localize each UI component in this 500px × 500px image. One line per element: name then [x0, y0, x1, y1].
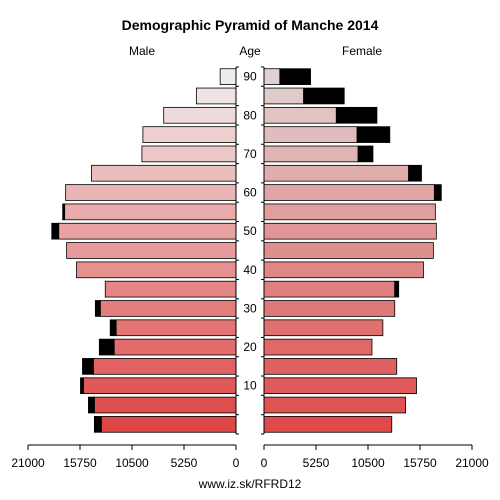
female-excess-75-79	[356, 126, 391, 143]
female-bar-50-54	[263, 222, 437, 240]
male-bar-35-39	[104, 280, 237, 298]
male-bar-45-49	[66, 242, 237, 259]
female-bar-90+	[263, 68, 281, 85]
male-bar-50-54	[58, 222, 237, 240]
male-x-tick-label: 15750	[63, 456, 97, 470]
female-bar-30-34	[263, 300, 396, 317]
female-x-tick-label: 10500	[351, 456, 385, 470]
female-x-tick-label: 21000	[455, 456, 489, 470]
male-bar-65-69	[90, 164, 237, 182]
male-x-tick-label: 0	[233, 456, 240, 470]
female-excess-60-64	[433, 184, 442, 201]
male-bar-5-9	[93, 396, 237, 414]
female-bar-75-79	[263, 126, 358, 143]
female-x-tick-label: 5250	[303, 456, 330, 470]
male-bar-0-4	[100, 416, 237, 433]
male-excess-55-59	[62, 203, 66, 221]
male-excess-0-4	[93, 416, 102, 433]
female-bar-55-59	[263, 203, 436, 221]
male-excess-50-54	[51, 222, 60, 240]
female-excess-65-69	[408, 164, 422, 182]
male-bars	[51, 68, 237, 433]
male-bar-60-64	[65, 184, 237, 201]
female-bar-25-29	[263, 319, 384, 337]
male-x-tick-label: 21000	[11, 456, 45, 470]
female-excess-85-89	[303, 87, 345, 105]
female-bar-85-89	[263, 87, 305, 105]
age-tick-label: 80	[243, 108, 257, 122]
age-label: Age	[239, 44, 261, 58]
male-bar-55-59	[64, 203, 237, 221]
male-bar-25-29	[115, 319, 237, 337]
male-bar-40-44	[76, 261, 237, 279]
age-tick-label: 70	[243, 147, 257, 161]
male-x-tick-label: 5250	[171, 456, 198, 470]
female-bar-5-9	[263, 396, 407, 414]
age-tick-label: 20	[243, 340, 257, 354]
male-bar-70-74	[141, 145, 237, 163]
male-bar-15-19	[92, 358, 237, 375]
male-excess-25-29	[109, 319, 117, 337]
age-tick-label: 40	[243, 263, 257, 277]
male-bar-10-14	[83, 377, 237, 395]
female-excess-35-39	[394, 280, 400, 298]
female-bar-65-69	[263, 164, 410, 182]
female-bar-20-24	[263, 338, 373, 356]
male-excess-5-9	[88, 396, 95, 414]
male-bar-80-84	[163, 106, 237, 124]
age-tick-label: 10	[243, 379, 257, 393]
age-tick-label: 30	[243, 301, 257, 315]
male-excess-20-24	[98, 338, 115, 356]
chart-title: Demographic Pyramid of Manche 2014	[122, 17, 379, 33]
female-x-tick-label: 0	[261, 456, 268, 470]
female-bar-60-64	[263, 184, 435, 201]
age-tick-label: 90	[243, 70, 257, 84]
female-excess-80-84	[335, 106, 378, 124]
female-bar-10-14	[263, 377, 417, 395]
female-excess-70-74	[357, 145, 374, 163]
male-label: Male	[129, 44, 155, 58]
female-x-tick-label: 15750	[403, 456, 437, 470]
male-x-tick-label: 10500	[115, 456, 149, 470]
female-excess-90+	[279, 68, 311, 85]
male-bar-85-89	[195, 87, 237, 105]
female-bar-40-44	[263, 261, 424, 279]
male-excess-15-19	[82, 358, 94, 375]
female-bars	[263, 68, 442, 433]
male-bar-90+	[219, 68, 237, 85]
age-tick-label: 50	[243, 224, 257, 238]
female-bar-70-74	[263, 145, 359, 163]
male-excess-30-34	[94, 300, 101, 317]
male-excess-10-14	[80, 377, 84, 395]
footer-url: www.iz.sk/RFRD12	[198, 477, 302, 491]
female-bar-15-19	[263, 358, 398, 375]
male-bar-20-24	[113, 338, 237, 356]
female-label: Female	[342, 44, 382, 58]
female-bar-0-4	[263, 416, 393, 433]
male-bar-30-34	[99, 300, 237, 317]
axes: 10 20 30 40 50 60 70 80 90 21000 15750 10500 5250 0 0 5…	[11, 66, 489, 470]
female-bar-80-84	[263, 106, 337, 124]
age-tick-label: 60	[243, 186, 257, 200]
female-bar-35-39	[263, 280, 396, 298]
male-bar-75-79	[142, 126, 237, 143]
female-bar-45-49	[263, 242, 434, 259]
